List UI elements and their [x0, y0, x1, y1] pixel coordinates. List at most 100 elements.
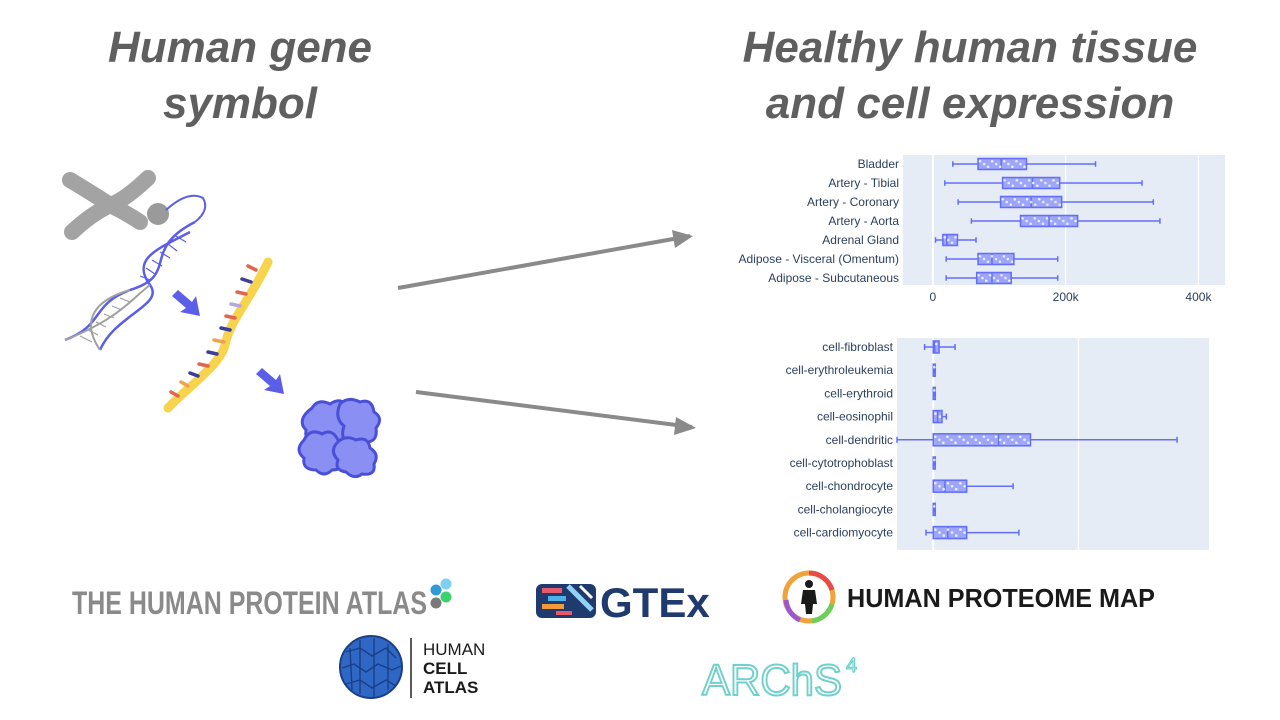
box-iqr — [1001, 176, 1061, 190]
sample-point — [990, 159, 994, 163]
protein-icon — [297, 397, 381, 479]
sample-point — [1010, 260, 1014, 264]
sample-point — [1050, 197, 1053, 201]
sample-point — [950, 484, 954, 488]
tissue-expression-box-plot: 0 200k 400k Bladder Artery - Tibial Artery - … — [739, 155, 1225, 304]
sample-point — [1007, 162, 1010, 166]
sample-point — [992, 276, 996, 280]
sample-point — [1001, 197, 1004, 201]
human-proteome-map-logo: HUMAN PROTEOME MAP — [782, 570, 1155, 624]
sample-point — [1009, 203, 1013, 207]
sample-point — [946, 528, 950, 531]
sample-point — [1015, 441, 1018, 445]
sample-point — [1010, 438, 1014, 442]
human-protein-atlas-logo: THE HUMAN PROTEIN ATLAS — [72, 578, 452, 621]
sample-point — [982, 257, 986, 261]
category-label: Artery - Aorta — [828, 214, 899, 228]
sample-point — [1008, 279, 1011, 283]
sample-point — [942, 534, 946, 537]
sample-point — [954, 441, 957, 445]
sample-point — [1066, 222, 1069, 226]
sample-point — [986, 165, 990, 169]
sample-point — [1006, 257, 1010, 261]
sample-point — [934, 412, 937, 415]
sample-point — [978, 159, 982, 163]
sample-point — [1019, 181, 1023, 185]
gene-to-tissue-arrowhead — [672, 230, 693, 248]
heading-gene-symbol: Human gene symbol — [40, 20, 440, 132]
hpa-hexagon-icon — [430, 578, 452, 609]
sample-point — [958, 435, 961, 439]
sample-point — [1029, 200, 1033, 204]
sample-point — [1023, 438, 1026, 442]
sample-point — [998, 438, 1002, 442]
gene-to-cell-arrowhead — [674, 417, 696, 435]
gene-to-tissue-arrow — [397, 234, 691, 290]
human-cell-atlas-logo: HUMAN CELL ATLAS — [339, 635, 485, 699]
sample-point — [954, 487, 958, 491]
sample-point — [982, 162, 986, 166]
sample-point — [1046, 203, 1049, 207]
category-label: Artery - Coronary — [807, 195, 899, 209]
sample-point — [994, 257, 998, 261]
sample-point — [994, 162, 998, 166]
sample-point — [1040, 178, 1043, 182]
sample-point — [966, 441, 970, 445]
sample-point — [998, 260, 1002, 264]
sample-point — [986, 260, 990, 264]
sample-point — [942, 487, 946, 491]
sample-point — [1011, 184, 1015, 188]
sample-point — [1021, 203, 1025, 207]
sample-point — [990, 254, 994, 258]
category-label: cell-erythroleukemia — [786, 363, 894, 377]
sample-point — [1062, 219, 1065, 223]
box-iqr — [932, 340, 940, 354]
sample-point — [1053, 222, 1057, 226]
hca-logo-line1: HUMAN — [423, 640, 485, 659]
sample-point — [950, 531, 954, 534]
heading-tissue-expression: Healthy human tissue and cell expression — [700, 20, 1240, 132]
sample-point — [1033, 203, 1037, 207]
sample-point — [947, 238, 950, 242]
sample-point — [1042, 200, 1045, 204]
sample-point — [1002, 159, 1006, 163]
box-iqr — [977, 157, 1028, 171]
sample-point — [981, 276, 984, 280]
sample-point — [977, 273, 980, 277]
sample-point — [1037, 197, 1041, 201]
sample-point — [1005, 200, 1009, 204]
sample-point — [998, 165, 1002, 169]
sample-point — [1025, 197, 1029, 201]
sample-point — [943, 235, 946, 239]
gtex-logo: GTEx — [536, 579, 710, 626]
cell-expression-box-plot: cell-fibroblast cell-erythroleukemia cell-… — [786, 338, 1209, 550]
sample-point — [950, 241, 954, 245]
sample-point — [934, 481, 937, 485]
heading-tissue-expression-line2: and cell expression — [765, 79, 1175, 128]
sample-point — [1023, 184, 1027, 188]
sample-point — [1017, 200, 1021, 204]
sample-point — [996, 279, 1000, 283]
x-tick-label: 200k — [1053, 290, 1080, 304]
sample-point — [962, 438, 965, 442]
sample-point — [1041, 222, 1045, 226]
category-label: cell-chondrocyte — [806, 479, 894, 493]
box-iqr — [932, 433, 1032, 447]
archs4-logo-superscript: 4 — [846, 655, 857, 677]
sample-point — [1013, 197, 1017, 201]
sample-point — [1070, 216, 1073, 220]
box-iqr — [942, 233, 959, 247]
hca-logo-line2: CELL — [423, 659, 467, 678]
sample-point — [1025, 219, 1028, 223]
sample-point — [1049, 219, 1053, 223]
sample-point — [982, 435, 986, 439]
sample-point — [1057, 216, 1061, 220]
sample-point — [986, 438, 990, 442]
sample-point — [946, 435, 949, 439]
category-label: cell-cholangiocyte — [798, 502, 894, 516]
category-label: cell-fibroblast — [822, 340, 893, 354]
sample-point — [988, 273, 992, 277]
category-label: cell-cytotrophoblast — [790, 456, 894, 470]
sample-point — [1000, 273, 1003, 277]
